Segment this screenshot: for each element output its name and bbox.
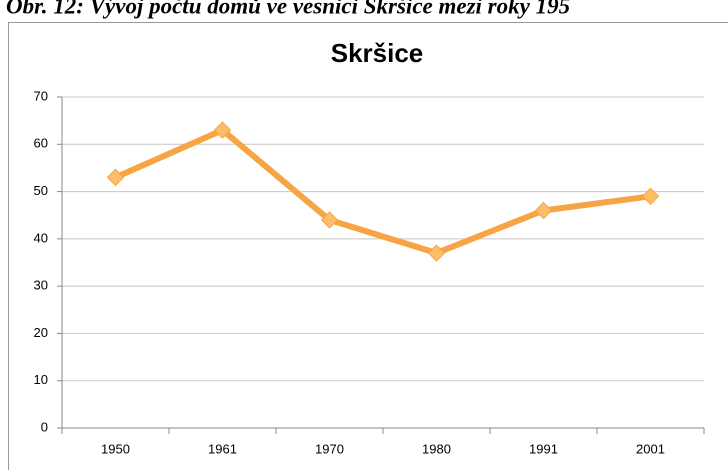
data-point (641, 187, 660, 206)
data-point (534, 201, 553, 220)
y-tick-label: 30 (34, 278, 48, 293)
data-point (213, 121, 232, 139)
y-tick-label: 10 (34, 372, 48, 387)
x-tick-label: 1961 (208, 441, 237, 456)
y-tick-label: 70 (34, 88, 48, 103)
data-point (106, 168, 125, 187)
data-line (114, 127, 651, 257)
y-tick-label: 0 (41, 419, 48, 434)
x-tick-label: 1970 (315, 441, 344, 456)
figure-caption: Obr. 12: Vývoj počtu domů ve vesnici Skr… (6, 0, 570, 18)
chart-title: Skršice (331, 38, 424, 68)
data-point (320, 211, 339, 229)
y-tick-label: 40 (34, 230, 48, 245)
y-tick-label: 20 (34, 325, 48, 340)
data-point (427, 244, 446, 262)
x-tick-label: 1980 (422, 441, 451, 456)
x-tick-label: 1950 (101, 441, 130, 456)
y-tick-label: 50 (34, 183, 48, 198)
x-tick-label: 2001 (636, 441, 665, 456)
x-tick-label: 1991 (529, 441, 558, 456)
y-tick-label: 60 (34, 136, 48, 151)
chart-frame (8, 22, 728, 470)
